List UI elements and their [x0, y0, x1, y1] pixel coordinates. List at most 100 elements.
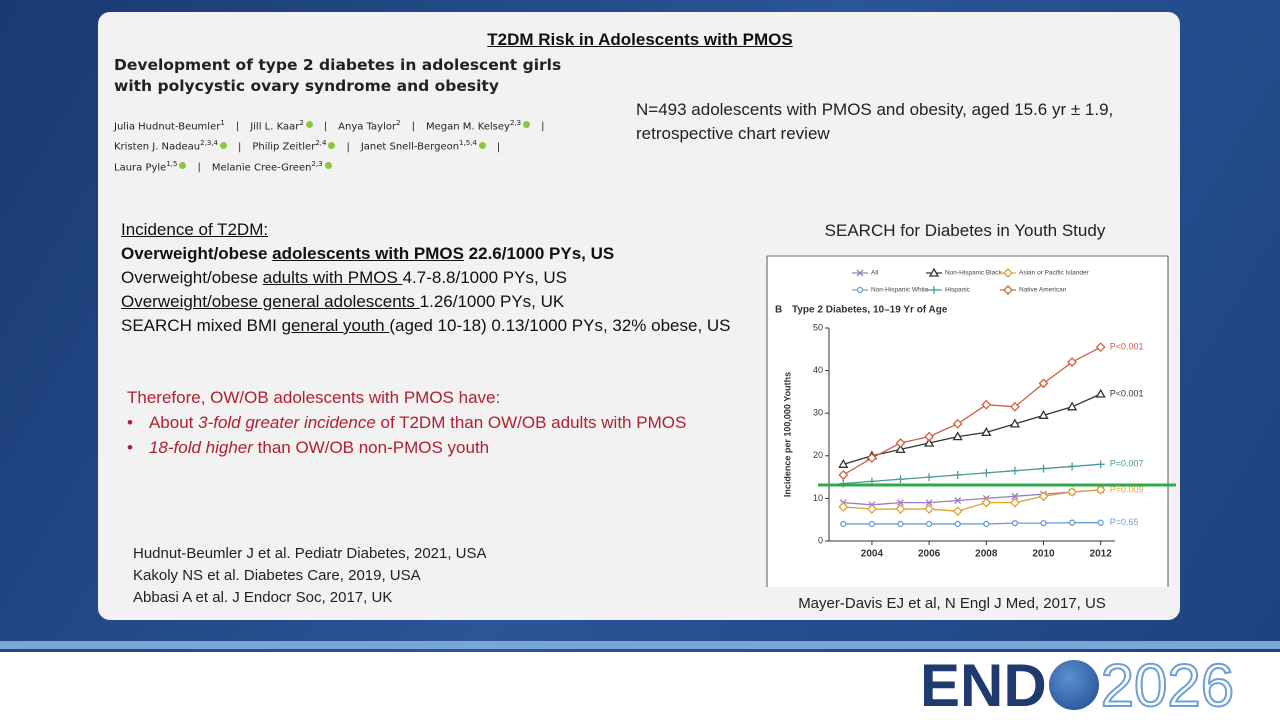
point — [1010, 466, 1019, 475]
series-line — [843, 463, 1101, 485]
legend-label: Non-Hispanic White — [871, 287, 929, 294]
author-separator: | — [323, 121, 328, 133]
point — [954, 497, 962, 504]
p-value-label: P=0.009 — [1110, 484, 1144, 494]
reference: Hudnut-Beumler J et al. Pediatr Diabetes… — [133, 545, 487, 562]
conclusion-bullet: • About 3-fold greater incidence of T2DM … — [127, 410, 686, 435]
point — [981, 427, 992, 437]
point — [895, 438, 906, 448]
author-name: Janet Snell-Bergeon — [360, 141, 460, 153]
p-value-label: P=0.007 — [1110, 459, 1144, 469]
y-tick-label: 20 — [813, 450, 823, 460]
slide-title: T2DM Risk in Adolescents with PMOS — [487, 30, 793, 49]
series-line — [843, 393, 1101, 465]
logo-left: END — [920, 652, 1047, 719]
conclusion-bullet: • 18-fold higher than OW/OB non-PMOS yout… — [127, 435, 686, 460]
author-name: Megan M. Kelsey — [425, 121, 510, 133]
author-name: Laura Pyle — [114, 161, 167, 173]
series-line — [843, 489, 1101, 506]
author-name: Anya Taylor — [338, 121, 397, 133]
point — [1011, 492, 1019, 500]
footer-stripe — [0, 641, 1280, 649]
incidence-line: Overweight/obese adults with PMOS 4.7-8.… — [121, 266, 731, 290]
author-line: Kristen J. Nadeau2,3,4 | Philip Zeitler2,4… — [114, 135, 555, 155]
incidence-text: adults with PMOS — [262, 268, 403, 287]
incidence-block: Incidence of T2DM: Overweight/obese adole… — [121, 218, 731, 338]
x-tick-label: 2010 — [1032, 549, 1055, 560]
point — [1097, 519, 1104, 526]
point — [897, 520, 904, 528]
point — [838, 502, 849, 512]
point — [952, 506, 963, 517]
orcid-icon — [219, 141, 227, 149]
conclusion-heading: Therefore, OW/OB adolescents with PMOS h… — [127, 388, 501, 407]
point — [924, 431, 935, 442]
point — [1009, 497, 1020, 508]
point — [952, 418, 963, 429]
point — [923, 437, 935, 447]
author-name: Philip Zeitler — [252, 141, 316, 153]
study-line: retrospective chart review — [636, 124, 830, 143]
series-line — [843, 522, 1101, 525]
point — [897, 499, 904, 507]
point — [895, 444, 906, 454]
chart-caption: Mayer-Davis EJ et al, N Engl J Med, 2017… — [798, 595, 1106, 612]
point — [981, 399, 992, 410]
author-affiliation: 2,3 — [509, 119, 522, 127]
orcid-icon — [179, 161, 187, 169]
point — [866, 504, 877, 514]
author-affiliation: 1,5 — [166, 159, 178, 168]
point — [838, 459, 849, 468]
y-axis-label: Incidence per 100,000 Youths — [782, 372, 792, 497]
y-tick-label: 10 — [813, 493, 823, 503]
panel-label: B — [775, 305, 782, 316]
author-name: Kristen J. Nadeau — [114, 141, 201, 153]
reference: Kakoly NS et al. Diabetes Care, 2019, US… — [133, 567, 421, 584]
legend-label: Native American — [1019, 287, 1067, 294]
author-affiliation: 2 — [299, 119, 304, 127]
author-affiliation: 2,3,4 — [200, 139, 218, 148]
x-tick-label: 2006 — [918, 549, 941, 560]
point — [1038, 378, 1049, 389]
point — [1068, 519, 1076, 526]
point — [953, 470, 962, 479]
point — [895, 504, 906, 514]
paper-title: Development of type 2 diabetes in adoles… — [114, 55, 561, 97]
orcid-icon — [523, 121, 531, 129]
point — [1068, 462, 1077, 471]
legend-marker — [1003, 285, 1013, 295]
author-separator: | — [496, 141, 501, 153]
incidence-heading: Incidence of T2DM: — [121, 220, 269, 239]
author-separator: | — [346, 141, 350, 153]
point — [924, 504, 935, 514]
point — [840, 520, 847, 528]
point — [1038, 410, 1049, 419]
point — [1095, 484, 1106, 495]
legend-marker — [856, 286, 864, 294]
legend-marker — [930, 286, 938, 294]
author-separator: | — [411, 121, 415, 133]
p-value-label: P<0.001 — [1110, 388, 1144, 398]
legend-label: Hispanic — [945, 287, 971, 294]
y-tick-label: 0 — [818, 535, 823, 545]
legend-marker — [928, 267, 940, 277]
point — [896, 475, 905, 484]
conclusion-text: About — [148, 413, 199, 432]
point — [981, 497, 992, 508]
reference: Abbasi A et al. J Endocr Soc, 2017, UK — [133, 589, 393, 606]
bullet-marker: • — [127, 413, 133, 432]
incidence-text: 4.7-8.8/1000 PYs, US — [402, 268, 568, 287]
chart-heading: SEARCH for Diabetes in Youth Study — [824, 221, 1106, 240]
y-tick-label: 30 — [813, 408, 823, 418]
point — [954, 520, 961, 528]
logo: END 2026 — [920, 652, 1235, 719]
author-affiliation: 2 — [396, 119, 401, 127]
point — [1009, 401, 1020, 412]
author-name: Melanie Cree-Green — [211, 161, 312, 173]
author-affiliation: 1 — [220, 119, 225, 127]
point — [1039, 464, 1048, 473]
point — [983, 520, 990, 528]
point — [1011, 519, 1019, 527]
incidence-line: SEARCH mixed BMI general youth (aged 10-… — [121, 314, 731, 338]
